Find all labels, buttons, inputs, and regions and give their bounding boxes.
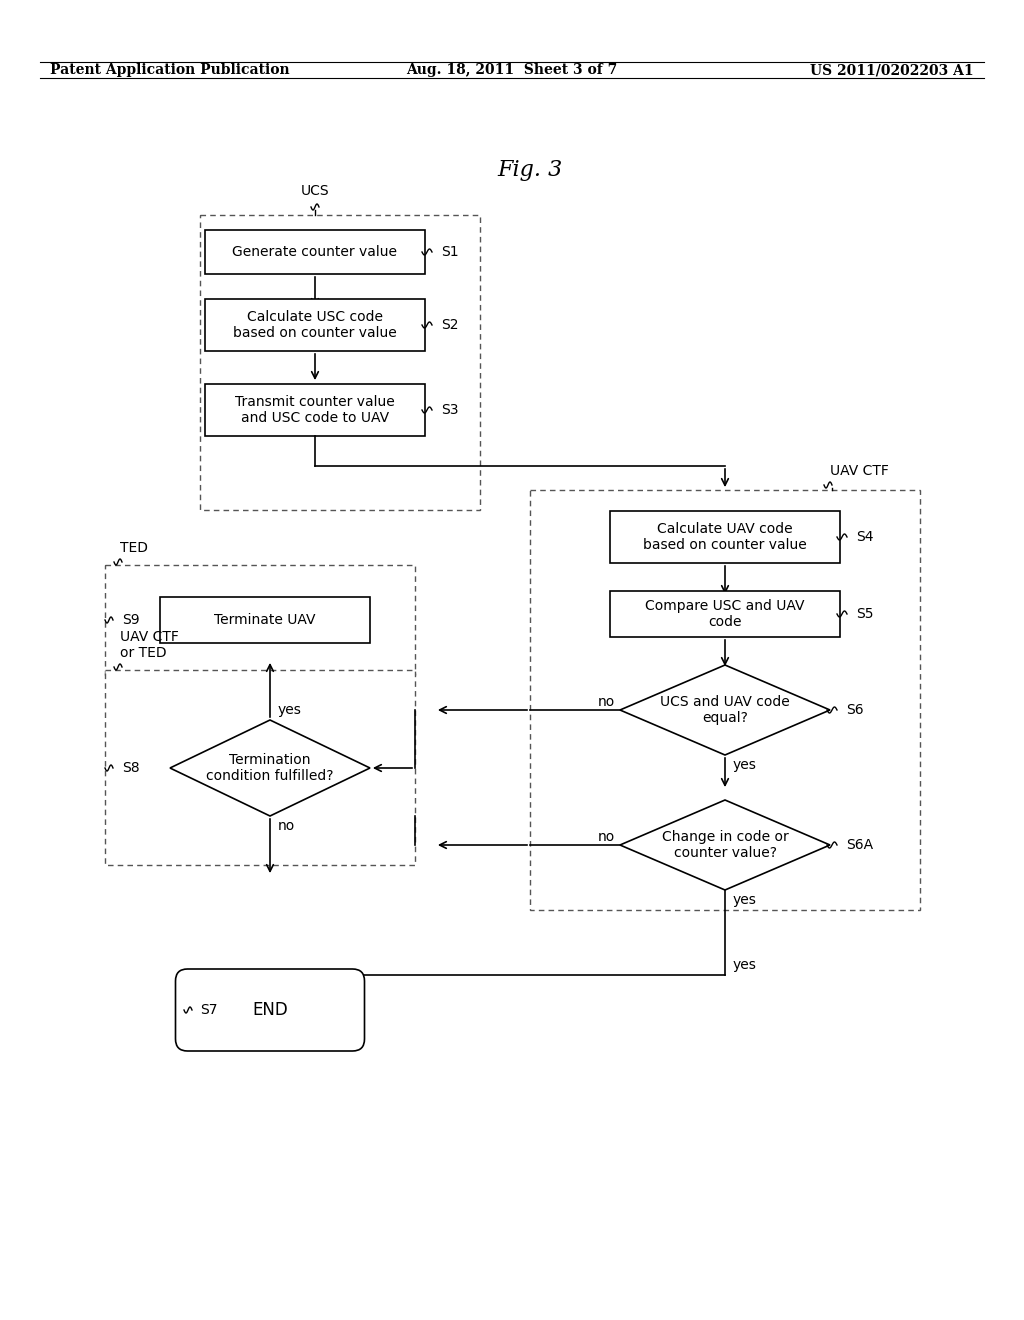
Text: Compare USC and UAV
code: Compare USC and UAV code [645,599,805,630]
Text: Termination
condition fulfilled?: Termination condition fulfilled? [206,752,334,783]
Text: no: no [598,830,615,843]
Polygon shape [620,665,830,755]
FancyBboxPatch shape [200,215,480,510]
FancyBboxPatch shape [205,384,425,436]
Text: UCS and UAV code
equal?: UCS and UAV code equal? [660,694,790,725]
FancyBboxPatch shape [175,969,365,1051]
Text: no: no [598,696,615,709]
Text: yes: yes [733,894,757,907]
Text: yes: yes [278,704,302,717]
Text: Calculate UAV code
based on counter value: Calculate UAV code based on counter valu… [643,521,807,552]
Text: Transmit counter value
and USC code to UAV: Transmit counter value and USC code to U… [236,395,395,425]
FancyBboxPatch shape [610,591,840,638]
Text: S5: S5 [856,607,873,620]
FancyBboxPatch shape [530,490,920,909]
Text: S3: S3 [441,403,459,417]
Text: S6A: S6A [846,838,873,851]
Text: Terminate UAV: Terminate UAV [214,612,315,627]
FancyBboxPatch shape [205,230,425,275]
Text: Generate counter value: Generate counter value [232,246,397,259]
Text: Change in code or
counter value?: Change in code or counter value? [662,830,788,861]
Text: S7: S7 [200,1003,217,1016]
Text: UCS: UCS [301,183,330,198]
FancyBboxPatch shape [105,671,415,865]
Text: END: END [252,1001,288,1019]
Text: S1: S1 [441,246,459,259]
Text: Patent Application Publication: Patent Application Publication [50,63,290,77]
FancyBboxPatch shape [160,597,370,643]
Polygon shape [620,800,830,890]
Text: S8: S8 [122,762,139,775]
Text: S2: S2 [441,318,459,333]
FancyBboxPatch shape [105,565,415,675]
Text: Fig. 3: Fig. 3 [498,158,562,181]
Text: Aug. 18, 2011  Sheet 3 of 7: Aug. 18, 2011 Sheet 3 of 7 [407,63,617,77]
Text: Calculate USC code
based on counter value: Calculate USC code based on counter valu… [233,310,397,341]
Text: S4: S4 [856,531,873,544]
FancyBboxPatch shape [610,511,840,564]
Text: S6: S6 [846,704,863,717]
Text: no: no [278,818,295,833]
Text: yes: yes [733,758,757,772]
Text: S9: S9 [122,612,139,627]
Text: yes: yes [733,958,757,972]
Text: US 2011/0202203 A1: US 2011/0202203 A1 [810,63,974,77]
Polygon shape [170,719,370,816]
Text: TED: TED [120,541,148,554]
Text: UAV CTF
or TED: UAV CTF or TED [120,630,179,660]
Text: UAV CTF: UAV CTF [830,465,889,478]
FancyBboxPatch shape [205,300,425,351]
